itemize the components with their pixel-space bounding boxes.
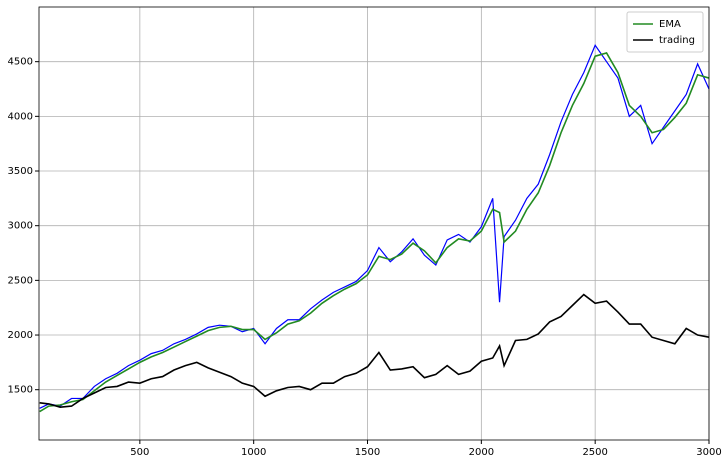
line-series [39,44,710,409]
x-tick-label: 2000 [469,447,494,458]
line-series [39,51,710,413]
legend-label: trading [659,35,695,46]
x-tick-label: 2500 [582,447,607,458]
y-tick-label: 2500 [8,275,33,286]
y-tick-label: 3000 [8,221,33,232]
legend-box [626,11,704,53]
x-tick-label: 3000 [696,447,721,458]
x-tick-label: 500 [130,447,149,458]
y-tick-label: 4500 [8,57,33,68]
y-tick-label: 2000 [8,330,33,341]
x-tick-label: 1500 [355,447,380,458]
plot-background [39,7,709,440]
legend-label: EMA [659,19,681,30]
y-tick-label: 1500 [8,385,33,396]
y-tick-label: 3500 [8,166,33,177]
line-series [39,293,710,409]
x-tick-label: 1000 [241,447,266,458]
plot-frame [38,6,710,441]
y-tick-label: 4000 [8,111,33,122]
